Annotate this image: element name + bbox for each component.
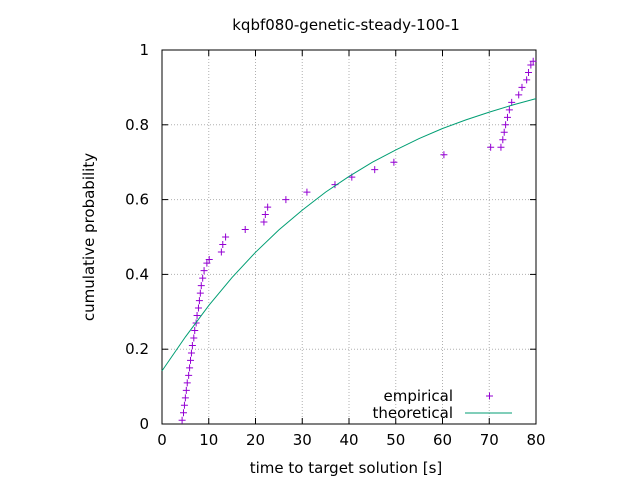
data-point [515, 91, 523, 99]
data-point [371, 166, 379, 174]
x-tick-label: 40 [339, 431, 358, 449]
x-tick-label: 50 [386, 431, 405, 449]
data-point [187, 356, 195, 364]
y-tick-label: 0.2 [125, 340, 149, 358]
data-point [508, 98, 516, 106]
data-point [518, 83, 526, 91]
series [161, 57, 537, 424]
data-point [390, 158, 398, 166]
data-point [499, 136, 507, 144]
legend-label-theoretical: theoretical [372, 404, 453, 422]
data-point [503, 113, 511, 121]
data-point [523, 76, 531, 84]
data-point [194, 304, 202, 312]
data-point [185, 371, 193, 379]
data-point [190, 334, 198, 342]
x-tick-label: 30 [293, 431, 312, 449]
data-point [199, 274, 207, 282]
x-tick-label: 10 [199, 431, 218, 449]
data-point [205, 255, 213, 263]
y-axis-label: cumulative probability [80, 153, 98, 321]
data-point [241, 226, 249, 234]
x-tick-label: 70 [480, 431, 499, 449]
series-line-theoretical [161, 98, 537, 372]
data-point [261, 211, 269, 219]
data-point [193, 312, 201, 320]
data-point [188, 341, 196, 349]
data-point [180, 409, 188, 417]
data-point [217, 248, 225, 256]
legend-label-empirical: empirical [384, 387, 453, 405]
data-point [182, 386, 190, 394]
data-point [497, 143, 505, 151]
data-point [527, 61, 535, 69]
legend-marker-sample [486, 392, 493, 400]
data-point [191, 327, 199, 334]
x-axis-label: time to target solution [s] [250, 459, 443, 477]
data-point [264, 203, 272, 211]
data-point [502, 121, 510, 129]
data-point [203, 259, 211, 267]
data-point [186, 364, 194, 372]
data-point [282, 196, 290, 204]
x-tick-label: 80 [526, 431, 545, 449]
data-point [200, 267, 208, 275]
y-tick-label: 0.8 [125, 116, 149, 134]
y-tick-label: 0.4 [125, 265, 149, 283]
data-point [525, 68, 533, 76]
data-point [222, 233, 230, 241]
x-tick-label: 0 [157, 431, 167, 449]
data-point [303, 188, 311, 196]
data-point [487, 143, 495, 151]
data-point [180, 401, 188, 409]
data-point [187, 349, 195, 357]
data-point [181, 394, 189, 402]
data-point [260, 218, 268, 226]
y-tick-label: 0 [139, 415, 149, 433]
x-tick-label: 60 [433, 431, 452, 449]
chart-title: kqbf080-genetic-steady-100-1 [232, 16, 460, 34]
data-point [505, 106, 513, 114]
data-point [440, 151, 448, 159]
y-tick-label: 1 [139, 41, 149, 59]
data-point [500, 128, 508, 136]
ticks: 0 10 20 30 40 50 60 70 80 0 0.2 0.4 0.6 0.8 1 [125, 41, 545, 449]
x-tick-label: 20 [246, 431, 265, 449]
data-point [183, 379, 191, 387]
data-point [178, 416, 186, 424]
y-tick-label: 0.6 [125, 191, 149, 209]
data-point [219, 240, 227, 248]
grid [162, 50, 536, 424]
data-point [529, 57, 537, 65]
data-point [195, 297, 203, 305]
data-point [197, 282, 205, 290]
data-point [196, 289, 204, 297]
